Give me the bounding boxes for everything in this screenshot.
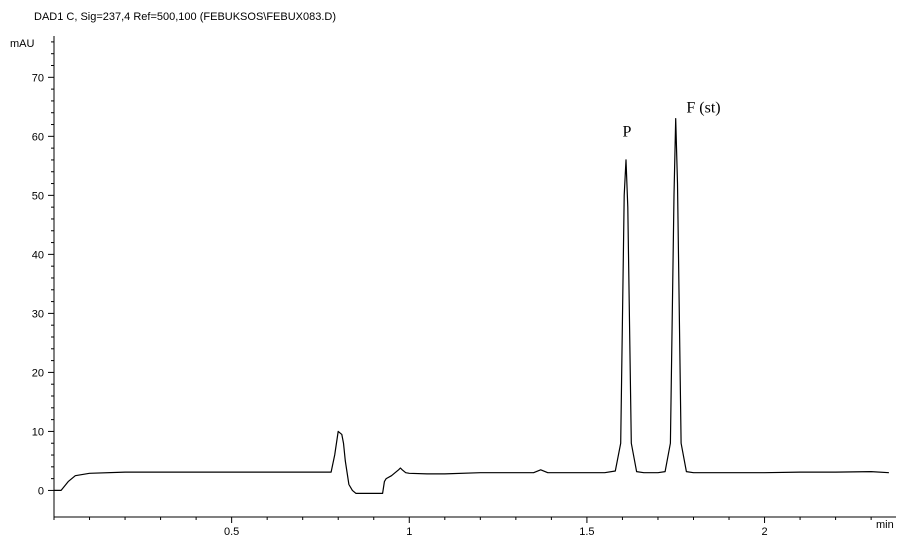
plot-frame bbox=[53, 36, 896, 518]
y-tick-label: 0 bbox=[38, 485, 44, 497]
y-tick-label: 20 bbox=[32, 367, 44, 379]
x-axis-ticks: 0.5 1 1.5 2 bbox=[53, 517, 872, 538]
y-tick-label: 60 bbox=[32, 131, 44, 143]
y-tick-label: 40 bbox=[32, 249, 44, 261]
y-tick-label: 10 bbox=[32, 426, 44, 438]
chart-title: DAD1 C, Sig=237,4 Ref=500,100 (FEBUKSOS\… bbox=[34, 11, 336, 23]
y-tick-label: 70 bbox=[32, 72, 44, 84]
x-axis-label: min bbox=[876, 519, 894, 531]
series-group bbox=[54, 117, 889, 494]
x-tick-label: 1.5 bbox=[579, 526, 594, 538]
peak-label: P bbox=[622, 123, 631, 140]
peak-label: F (st) bbox=[686, 100, 720, 117]
x-tick-label: 2 bbox=[761, 526, 767, 538]
y-axis-label: mAU bbox=[10, 38, 35, 50]
y-axis-ticks: 0 10 20 30 40 50 60 70 bbox=[32, 41, 54, 497]
y-tick-label: 50 bbox=[32, 190, 44, 202]
peak-annotations: P F (st) bbox=[622, 100, 720, 141]
x-tick-label: 0.5 bbox=[224, 526, 239, 538]
x-tick-label: 1 bbox=[406, 526, 412, 538]
y-tick-label: 30 bbox=[32, 308, 44, 320]
chromatogram-trace bbox=[54, 117, 889, 494]
